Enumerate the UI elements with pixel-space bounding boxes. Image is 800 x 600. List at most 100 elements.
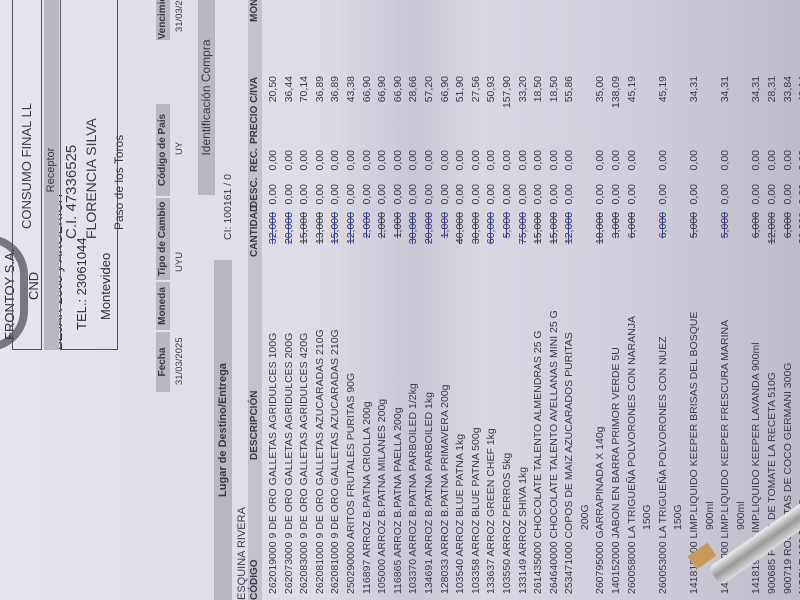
table-row: 264640000 CHOCOLATE TALENTO AVELLANAS MI…: [547, 0, 563, 600]
receiver-type: CONSUMO FINAL LL: [19, 103, 34, 229]
row-price: 20,50: [267, 76, 279, 103]
row-discount: 0,00: [719, 184, 732, 205]
vencimiento-value: 31/03/2025: [174, 0, 185, 32]
row-price: 18,50: [547, 76, 560, 103]
row-discount: 0,00: [766, 184, 778, 205]
row-quantity: 15,000: [329, 212, 342, 245]
row-price: 57,20: [422, 76, 435, 103]
row-surcharge: 0,00: [391, 150, 404, 171]
row-price: 55,86: [563, 76, 576, 103]
row-quantity: 3,000: [610, 212, 623, 239]
row-description: 103370 ARROZ B.PATNA PARBOILED 1/2kg: [407, 383, 420, 594]
row-discount: 0,00: [625, 184, 638, 205]
row-discount: 0,00: [407, 184, 420, 205]
table-row: 253471000 COPOS DE MAIZ AZUCARADOS PURIT…: [562, 0, 578, 600]
row-price: 34,31: [719, 76, 732, 103]
row-price: 33,84: [781, 76, 794, 103]
row-price: 66,90: [438, 76, 451, 103]
row-price: 34,31: [750, 76, 763, 103]
table-row-continuation: 150G: [671, 0, 687, 600]
row-price: 50,93: [485, 76, 498, 103]
codigo-pais-label: Código de País: [156, 104, 170, 196]
table-row: 133149 ARROZ SHIVA 1kg 75,000 0,00 0,00 33,2…: [516, 0, 532, 600]
row-description: 900685 PULPA DE TOMATE LA RECETA 510G: [766, 372, 778, 594]
row-quantity: 60,000: [485, 212, 498, 245]
row-price: 66,90: [391, 76, 404, 103]
row-price: 45,19: [625, 76, 638, 103]
row-surcharge: 0,00: [625, 150, 638, 171]
row-discount: 0,00: [563, 184, 576, 205]
tipo-cambio-label: Tipo de Cambio: [156, 198, 170, 280]
table-row: 103370 ARROZ B.PATNA PARBOILED 1/2kg 30,0…: [406, 0, 422, 600]
row-price: 70,14: [298, 76, 311, 103]
row-quantity: 5,000: [719, 212, 732, 239]
row-description: 133637 ARROZ GREEN CHEF 1kg: [485, 428, 498, 594]
row-quantity: 30,000: [407, 212, 420, 245]
table-row: 250290000 ARITOS FRUTALES PURITAS 90G 12,…: [344, 0, 360, 600]
table-row: 116865 ARROZ B.PATNA PAELLA 200g 1,000 0,0…: [391, 0, 407, 600]
row-price: 36,89: [329, 76, 342, 103]
row-discount: 0,00: [267, 184, 279, 205]
row-discount: 0,00: [360, 184, 373, 205]
row-discount: 0,00: [688, 184, 701, 205]
fecha-label: Fecha: [156, 332, 170, 392]
fecha-value: 31/03/2025: [174, 337, 185, 385]
row-price: 66,90: [360, 76, 373, 103]
row-quantity: 6,000: [781, 212, 794, 239]
row-price: 35,00: [594, 76, 607, 103]
row-price: 28,66: [407, 76, 420, 103]
header-codigo: CÓDIGO: [249, 559, 260, 600]
table-row: 103358 ARROZ BLUE PATNA 500g 30,000 0,00 0,…: [469, 0, 485, 600]
row-surcharge: 0,00: [282, 150, 295, 171]
row-description: 262081000 9 DE ORO GALLETAS AZUCARADAS 2…: [313, 329, 326, 594]
row-price: 43,38: [344, 76, 357, 103]
row-surcharge: 0,00: [547, 150, 560, 171]
row-discount: 0,00: [594, 184, 607, 205]
row-surcharge: 0,00: [781, 150, 794, 171]
row-quantity: 6,000: [625, 212, 638, 239]
row-price: 28,31: [766, 76, 778, 103]
row-quantity: 1,000: [438, 212, 451, 239]
table-row: 900685 PULPA DE TOMATE LA RECETA 510G 12,…: [765, 0, 781, 600]
row-surcharge: 0,00: [563, 150, 576, 171]
header-precio: PRECIO C/IVA: [249, 76, 260, 144]
table-row: 262081000 9 DE ORO GALLETAS AZUCARADAS 2…: [328, 0, 344, 600]
receiver-box: C.I. 47336525 FLORENCIA SILVA: [60, 0, 118, 350]
row-discount: 0,00: [485, 184, 498, 205]
row-description-continuation: 150G: [672, 504, 685, 530]
table-row: 260058000 LA TRIGUEÑA POLVORONES CON NAR…: [625, 0, 641, 600]
table-row: 260795000 GARRAPINADA X 140g 10,000 0,00 0,…: [593, 0, 609, 600]
row-quantity: 10,000: [594, 212, 607, 245]
row-description: 261435000 CHOCOLATE TALENTO ALMENDRAS 25…: [532, 330, 545, 594]
row-quantity: 32,000: [267, 212, 279, 245]
table-row: 116897 ARROZ B.PATNA CRIOLLA 200g 2,000 0,…: [360, 0, 376, 600]
row-quantity: 6,000: [750, 212, 763, 239]
row-price: 51,90: [454, 76, 467, 103]
row-quantity: 20,000: [282, 212, 295, 245]
row-surcharge: 0,00: [766, 150, 778, 171]
table-row: 105000 ARROZ B.PATNA MILANES 200g 2,000 0,…: [375, 0, 391, 600]
row-quantity: 30,000: [469, 212, 482, 245]
row-surcharge: 0,00: [329, 150, 342, 171]
row-discount: 0,00: [656, 184, 669, 205]
row-price: 34,31: [688, 76, 701, 103]
moneda-value: UYU: [174, 251, 185, 272]
table-body: 262019000 9 DE ORO GALLETAS AGRIDULCES 1…: [266, 0, 800, 600]
table-row: 140152000 JABON EN BARRA PRIMOR VERDE 5U…: [609, 0, 625, 600]
row-surcharge: 0,00: [422, 150, 435, 171]
row-discount: 0,00: [547, 184, 560, 205]
row-price: 45,19: [656, 76, 669, 103]
row-price: 27,56: [469, 76, 482, 103]
row-description: 262083000 9 DE ORO GALLETAS AGRIDULCES 4…: [298, 332, 311, 594]
row-surcharge: 0,00: [594, 150, 607, 171]
row-quantity: 12,000: [344, 212, 357, 245]
row-description: 116897 ARROZ B.PATNA CRIOLLA 200g: [360, 401, 373, 594]
table-row: 262083000 9 DE ORO GALLETAS AGRIDULCES 4…: [297, 0, 313, 600]
row-description: 116865 ARROZ B.PATNA PAELLA 200g: [391, 407, 404, 594]
identificacion-label: Identificación Compra: [198, 0, 215, 195]
header-descripcion: DESCRIPCIÓN: [249, 390, 260, 460]
table-row: 133637 ARROZ GREEN CHEF 1kg 60,000 0,00 0,0…: [484, 0, 500, 600]
row-description: 262081000 9 DE ORO GALLETAS AZUCARADAS 2…: [329, 329, 342, 594]
